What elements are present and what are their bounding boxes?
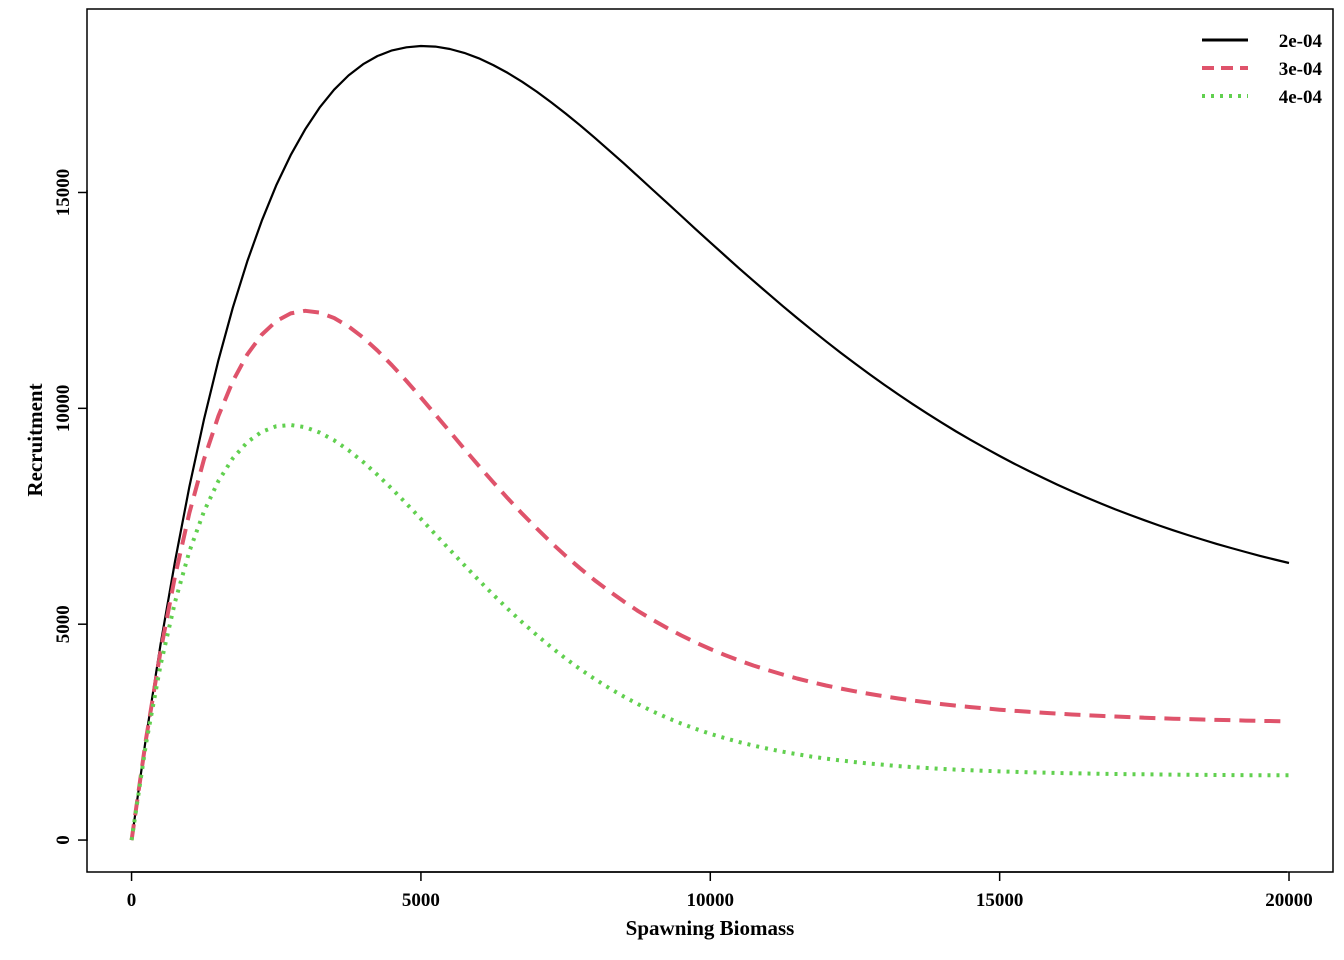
legend-label: 2e-04 (1279, 31, 1323, 52)
x-tick-label: 20000 (1265, 890, 1313, 911)
x-axis-ticks: 0 5000 10000 15000 20000 (127, 872, 1313, 911)
series-line-3e-04 (129, 308, 1290, 841)
y-axis-title: Recruitment (23, 383, 47, 496)
y-tick-label: 5000 (53, 605, 74, 643)
legend-label: 4e-04 (1279, 87, 1323, 108)
y-tick-label: 15000 (53, 169, 74, 217)
x-tick-label: 10000 (687, 890, 735, 911)
legend: 2e-04 3e-04 4e-04 (1202, 31, 1322, 108)
x-tick-label: 5000 (402, 890, 440, 911)
y-tick-label: 0 (53, 835, 74, 845)
y-tick-label: 10000 (53, 385, 74, 433)
x-tick-label: 15000 (976, 890, 1024, 911)
series-layer (129, 44, 1290, 841)
series-line-4e-04 (129, 423, 1289, 841)
x-axis-title: Spawning Biomass (626, 916, 795, 940)
legend-label: 3e-04 (1279, 59, 1323, 80)
y-axis-ticks: 0 5000 10000 15000 (53, 169, 87, 845)
plot-frame (86, 8, 1334, 873)
series-line-2e-04 (130, 44, 1290, 841)
x-tick-label: 0 (127, 890, 137, 911)
